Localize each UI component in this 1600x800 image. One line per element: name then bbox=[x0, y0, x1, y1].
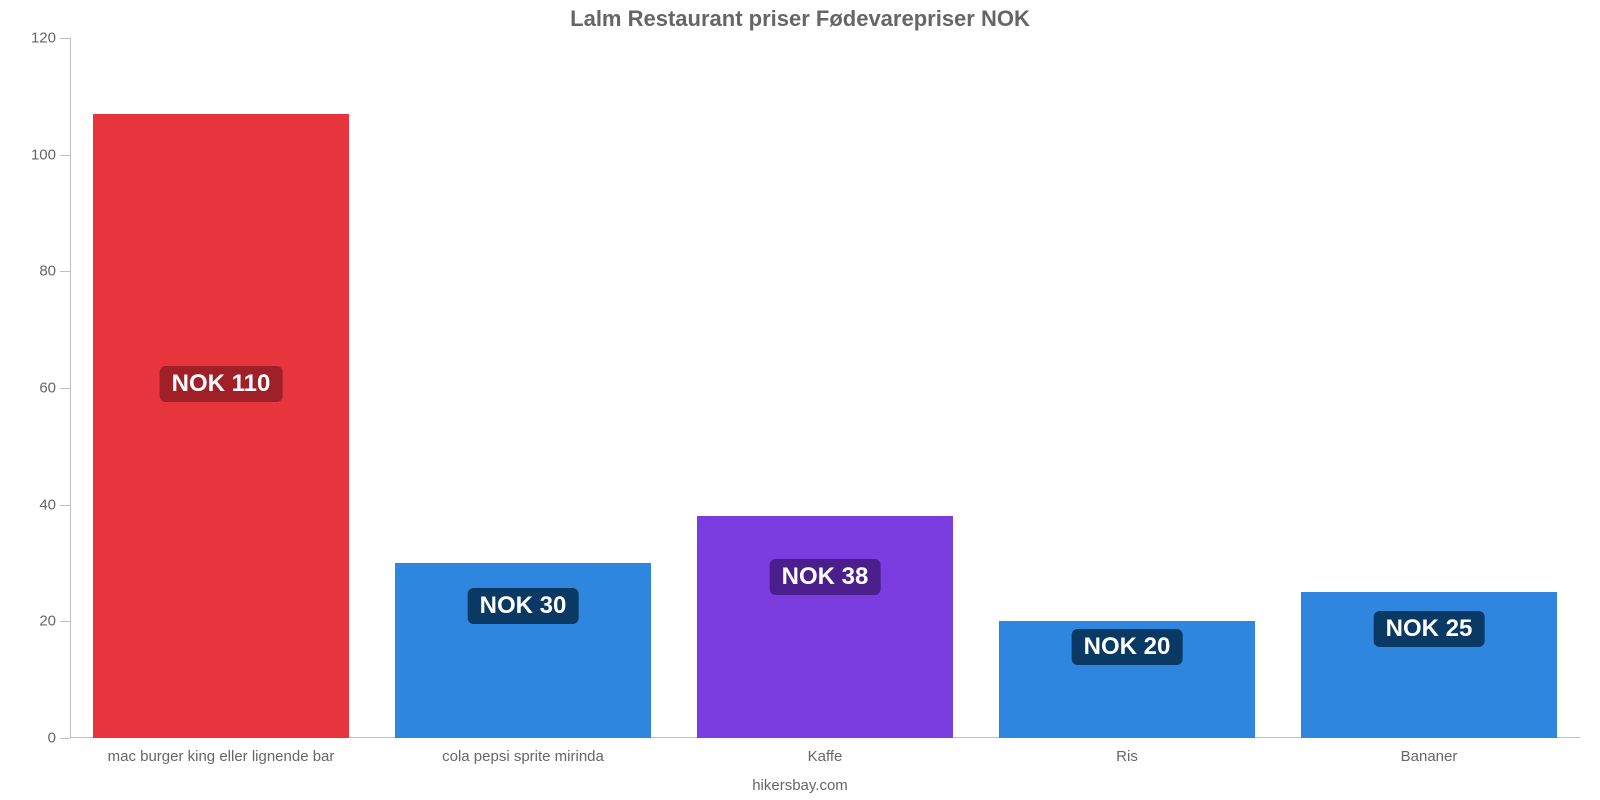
x-tick-label: mac burger king eller lignende bar bbox=[108, 748, 335, 765]
x-tick-label: Ris bbox=[1116, 748, 1138, 765]
bar-value-label: NOK 25 bbox=[1374, 611, 1485, 647]
x-tick-label: Kaffe bbox=[808, 748, 843, 765]
bar-value-label: NOK 110 bbox=[160, 366, 283, 402]
bar-value-label: NOK 20 bbox=[1072, 629, 1183, 665]
bars-container: NOK 110 NOK 30 NOK 38 NOK 20 NOK 25 bbox=[70, 38, 1580, 738]
y-tick-label: 80 bbox=[39, 263, 56, 280]
y-tick bbox=[60, 38, 70, 39]
chart-source-label: hikersbay.com bbox=[0, 777, 1600, 794]
y-tick bbox=[60, 505, 70, 506]
y-tick bbox=[60, 271, 70, 272]
bar-value-label: NOK 30 bbox=[468, 588, 579, 624]
x-tick-label: Bananer bbox=[1401, 748, 1458, 765]
y-tick-label: 40 bbox=[39, 496, 56, 513]
y-tick bbox=[60, 738, 70, 739]
plot-area: NOK 110NOK 30NOK 38NOK 20NOK 25 02040608… bbox=[70, 38, 1580, 738]
y-tick-label: 100 bbox=[31, 146, 56, 163]
price-bar-chart: Lalm Restaurant priser Fødevarepriser NO… bbox=[0, 0, 1600, 800]
chart-title: Lalm Restaurant priser Fødevarepriser NO… bbox=[0, 6, 1600, 32]
y-tick bbox=[60, 621, 70, 622]
y-tick bbox=[60, 155, 70, 156]
bar bbox=[697, 516, 954, 738]
y-tick bbox=[60, 388, 70, 389]
y-tick-label: 60 bbox=[39, 380, 56, 397]
x-tick-label: cola pepsi sprite mirinda bbox=[442, 748, 604, 765]
y-tick-label: 0 bbox=[48, 730, 56, 747]
y-tick-label: 120 bbox=[31, 30, 56, 47]
bar bbox=[93, 114, 350, 738]
bar-value-label: NOK 38 bbox=[770, 559, 881, 595]
y-tick-label: 20 bbox=[39, 613, 56, 630]
